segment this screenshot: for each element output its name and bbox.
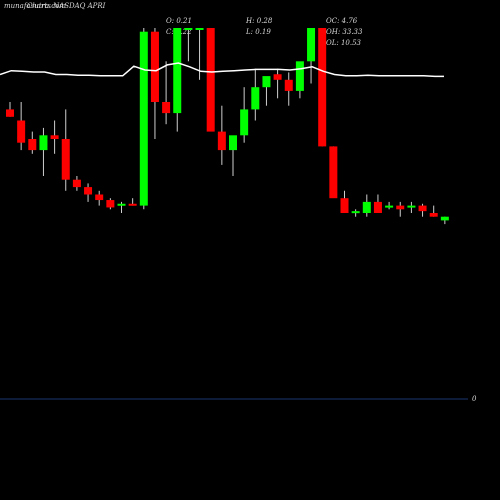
candle-body-up: [117, 203, 126, 206]
candle-body-up: [139, 31, 148, 206]
low-stat: L: 0.19: [245, 28, 271, 36]
high-stat: H: 0.28: [245, 17, 273, 25]
candle-body-down: [106, 200, 115, 208]
candle-body-down: [373, 201, 382, 213]
candle-body-up: [295, 61, 304, 91]
axis-tick-label: 0: [472, 395, 477, 403]
source-label: munafasutra.com: [4, 2, 66, 10]
candle-body-down: [217, 131, 226, 151]
candles-group: [6, 28, 449, 225]
candle-body-down: [95, 194, 104, 201]
candle-body-up: [307, 28, 316, 62]
candle-body-up: [173, 28, 182, 114]
candle-body-up: [407, 205, 416, 208]
candle-body-down: [318, 28, 327, 147]
candle-body-up: [195, 28, 204, 30]
candle-body-up: [184, 28, 193, 30]
candle-body-up: [251, 87, 260, 110]
candle-body-up: [240, 109, 249, 136]
oh-stat: OH: 33.33: [326, 28, 363, 36]
candle-body-down: [72, 179, 81, 188]
candle-body-up: [39, 135, 48, 151]
chart-title: Charts NASDAQ APRI: [27, 2, 106, 10]
candle-body-down: [61, 139, 70, 180]
candle-body-down: [273, 74, 282, 80]
candle-body-down: [17, 120, 26, 143]
candle-body-down: [429, 213, 438, 217]
candle-body-down: [418, 205, 427, 212]
open-stat: O: 0.21: [166, 17, 192, 25]
candle-body-down: [128, 203, 137, 206]
candle-body-down: [340, 198, 349, 213]
candle-body-down: [6, 109, 14, 117]
candle-body-down: [329, 146, 338, 199]
candle-body-down: [162, 102, 171, 114]
candle-body-up: [229, 135, 237, 151]
candle-body-up: [362, 201, 371, 213]
ol-stat: OL: 10.53: [326, 39, 362, 47]
overlay-line: [0, 62, 444, 78]
oc-stat: OC: 4.76: [326, 17, 358, 25]
candle-body-down: [150, 31, 159, 103]
candle-body-down: [396, 205, 405, 210]
candle-body-down: [84, 187, 93, 195]
candle-body-down: [28, 139, 37, 151]
candle-body-up: [262, 76, 271, 88]
candle-body-up: [351, 211, 360, 214]
candle-body-down: [50, 135, 59, 139]
candle-body-down: [206, 28, 215, 132]
candle-body-up: [385, 205, 394, 208]
candle-body-up: [440, 216, 449, 221]
candle-body-down: [284, 79, 293, 91]
